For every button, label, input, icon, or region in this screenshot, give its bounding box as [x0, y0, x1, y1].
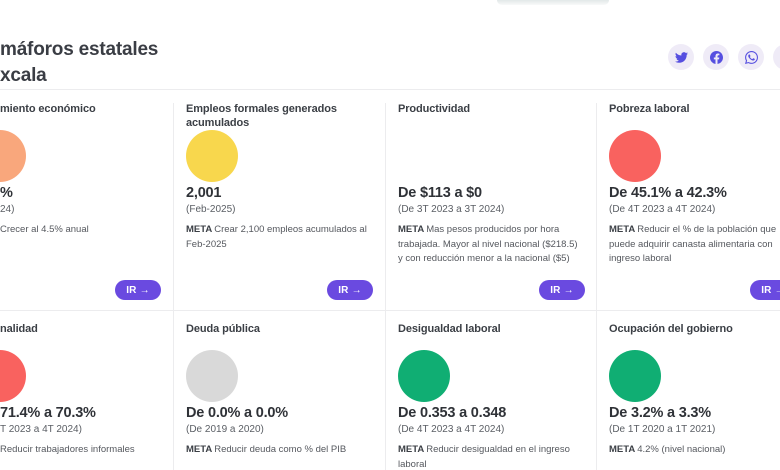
card-meta: META Reducir el % de la población que pue…: [609, 223, 776, 267]
indicator-card: Productividad De $113 a $0 (De 3T 2023 a…: [386, 90, 597, 309]
share-twitter-button[interactable]: [668, 44, 694, 70]
card-body: De $113 a $0 (De 3T 2023 a 3T 2024) META…: [398, 185, 578, 267]
share-facebook-button[interactable]: [703, 44, 729, 70]
share-bar: [668, 44, 780, 70]
card-value: De 0.0% a 0.0%: [186, 405, 288, 421]
meta-label: META: [398, 444, 425, 455]
card-title: Productividad: [398, 103, 471, 115]
card-meta: META 4.2% (nivel nacional): [609, 443, 725, 458]
meta-text: 4.2% (nivel nacional): [637, 444, 726, 455]
column-divider: [596, 103, 597, 470]
indicator-card: miento económico % 24) Crecer al 4.5% an…: [0, 90, 173, 309]
card-value: De $113 a $0: [398, 185, 482, 201]
card-period: (De 4T 2023 a 4T 2024): [398, 424, 505, 435]
card-meta: Crecer al 4.5% anual: [0, 223, 89, 238]
page-title: máforos estatales xcala: [0, 38, 159, 86]
meta-label: META: [609, 444, 636, 455]
meta-text: Crecer al 4.5% anual: [0, 224, 89, 235]
row-divider: [0, 310, 780, 311]
meta-label: META: [398, 224, 425, 235]
card-title: Empleos formales generados acumulados: [186, 103, 337, 129]
go-button[interactable]: IR →: [115, 280, 161, 300]
twitter-icon: [674, 51, 688, 63]
card-body: De 0.0% a 0.0% (De 2019 a 2020) META Redu…: [186, 405, 346, 458]
go-button[interactable]: IR →: [327, 280, 373, 300]
card-title: nalidad: [0, 323, 38, 335]
indicator-card: Deuda pública De 0.0% a 0.0% (De 2019 a …: [174, 310, 385, 470]
facebook-icon: [709, 50, 723, 64]
card-value: 71.4% a 70.3%: [0, 405, 96, 421]
card-body: De 3.2% a 3.3% (De 1T 2020 a 1T 2021) ME…: [609, 405, 725, 458]
card-meta: META Mas pesos producidos por hora trabaj…: [398, 223, 578, 267]
indicator-card: Empleos formales generados acumulados 2,…: [174, 90, 385, 309]
card-value: De 45.1% a 42.3%: [609, 185, 727, 201]
share-whatsapp-button[interactable]: [738, 44, 764, 70]
status-circle: [609, 350, 661, 402]
card-title: Desigualdad laboral: [398, 323, 501, 335]
top-edge-artifact: [497, 0, 609, 5]
meta-text: Reducir deuda como % del PIB: [214, 444, 347, 455]
card-body: 71.4% a 70.3% T 2023 a 4T 2024) Reducir …: [0, 405, 135, 458]
card-period: 24): [0, 204, 15, 215]
card-meta: META Reducir deuda como % del PIB: [186, 443, 346, 458]
indicator-card: Ocupación del gobierno De 3.2% a 3.3% (D…: [597, 310, 780, 470]
header-divider: [0, 89, 780, 90]
status-circle: [0, 350, 26, 402]
status-circle: [398, 350, 450, 402]
card-period: (De 4T 2023 a 4T 2024): [609, 204, 716, 215]
card-title: Deuda pública: [186, 323, 260, 335]
status-circle: [0, 130, 26, 182]
status-circle: [186, 130, 238, 182]
status-circle: [186, 350, 238, 402]
card-value: 2,001: [186, 185, 222, 201]
column-divider: [173, 103, 174, 470]
card-period: (De 1T 2020 a 1T 2021): [609, 424, 716, 435]
indicator-card: Desigualdad laboral De 0.353 a 0.348 (De…: [386, 310, 597, 470]
card-period: (De 3T 2023 a 3T 2024): [398, 204, 505, 215]
card-period: (Feb-2025): [186, 204, 236, 215]
indicator-card: nalidad 71.4% a 70.3% T 2023 a 4T 2024) …: [0, 310, 173, 470]
card-meta: META Reducir desigualdad en el ingreso la…: [398, 443, 570, 470]
card-title: miento económico: [0, 103, 96, 115]
card-meta: Reducir trabajadores informales: [0, 443, 135, 458]
go-button[interactable]: IR →: [750, 280, 780, 300]
meta-label: META: [186, 224, 213, 235]
card-value: De 3.2% a 3.3%: [609, 405, 711, 421]
go-button[interactable]: IR →: [539, 280, 585, 300]
meta-text: Mas pesos producidos por hora trabajada.…: [398, 224, 578, 264]
meta-text: Reducir el % de la población que puede a…: [609, 224, 777, 264]
card-meta: META Crear 2,100 empleos acumulados al Fe…: [186, 223, 367, 252]
card-body: De 0.353 a 0.348 (De 4T 2023 a 4T 2024) …: [398, 405, 570, 470]
card-period: (De 2019 a 2020): [186, 424, 264, 435]
card-body: % 24) Crecer al 4.5% anual: [0, 185, 89, 238]
meta-text: Crear 2,100 empleos acumulados al Feb-20…: [186, 224, 367, 250]
meta-label: META: [609, 224, 636, 235]
card-body: De 45.1% a 42.3% (De 4T 2023 a 4T 2024) …: [609, 185, 776, 267]
indicator-card: Pobreza laboral De 45.1% a 42.3% (De 4T …: [597, 90, 780, 309]
whatsapp-icon: [744, 50, 758, 64]
card-value: %: [0, 185, 13, 201]
column-divider: [385, 103, 386, 470]
meta-text: Reducir desigualdad en el ingreso labora…: [398, 444, 570, 470]
card-period: T 2023 a 4T 2024): [0, 424, 82, 435]
card-value: De 0.353 a 0.348: [398, 405, 507, 421]
card-body: 2,001 (Feb-2025) META Crear 2,100 empleos…: [186, 185, 367, 252]
meta-label: META: [186, 444, 213, 455]
card-title: Pobreza laboral: [609, 103, 690, 115]
status-circle: [609, 130, 661, 182]
share-linkedin-button[interactable]: [773, 44, 780, 70]
card-title: Ocupación del gobierno: [609, 323, 733, 335]
meta-text: Reducir trabajadores informales: [0, 444, 135, 455]
